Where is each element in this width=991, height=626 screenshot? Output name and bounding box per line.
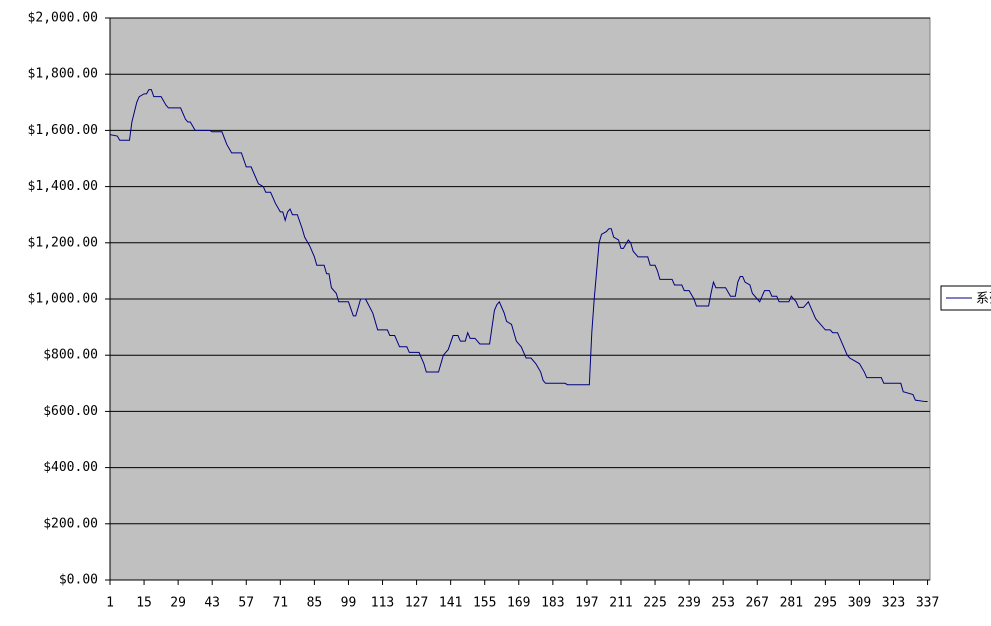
y-tick-label: $800.00 <box>43 348 98 363</box>
x-tick-label: 57 <box>238 596 254 611</box>
x-tick-label: 85 <box>307 596 323 611</box>
x-tick-label: 309 <box>848 596 871 611</box>
y-tick-label: $600.00 <box>43 404 98 419</box>
y-tick-label: $400.00 <box>43 460 98 475</box>
y-tick-label: $200.00 <box>43 516 98 531</box>
x-tick-label: 323 <box>882 596 905 611</box>
x-tick-label: 127 <box>405 596 428 611</box>
data-line <box>109 89 928 403</box>
x-tick-label: 225 <box>643 596 666 611</box>
x-tick-label: 99 <box>341 596 357 611</box>
x-tick-label: 281 <box>780 596 803 611</box>
x-tick-label: 15 <box>136 596 152 611</box>
y-tick-label: $2,000.00 <box>28 11 98 26</box>
legend-label: 系列1 <box>976 292 991 307</box>
x-tick-label: 267 <box>745 596 768 611</box>
x-tick-label: 71 <box>272 596 288 611</box>
y-tick-label: $1,200.00 <box>28 235 98 250</box>
y-tick-label: $1,600.00 <box>28 123 98 138</box>
x-tick-label: 155 <box>473 596 496 611</box>
y-tick-label: $1,000.00 <box>28 292 98 307</box>
x-tick-label: 295 <box>814 596 837 611</box>
x-tick-label: 141 <box>439 596 462 611</box>
y-tick-label: $1,400.00 <box>28 179 98 194</box>
x-tick-label: 113 <box>371 596 394 611</box>
x-tick-label: 253 <box>711 596 734 611</box>
y-tick-label: $1,800.00 <box>28 67 98 82</box>
y-tick-label: $0.00 <box>59 573 98 588</box>
x-tick-label: 169 <box>507 596 530 611</box>
x-tick-label: 211 <box>609 596 632 611</box>
x-tick-label: 183 <box>541 596 564 611</box>
x-tick-label: 197 <box>575 596 598 611</box>
x-tick-label: 239 <box>677 596 700 611</box>
x-tick-label: 337 <box>916 596 939 611</box>
x-tick-label: 43 <box>204 596 220 611</box>
x-tick-label: 29 <box>170 596 186 611</box>
x-tick-label: 1 <box>106 596 114 611</box>
